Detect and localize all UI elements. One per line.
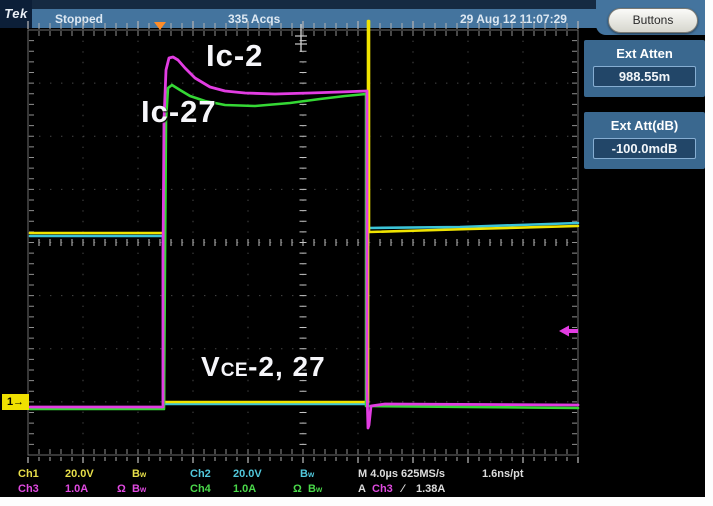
trigger-source: Ch3 [372, 483, 393, 495]
ch2-scale: 20.0V [233, 468, 262, 480]
ch3-ohm-badge: Ω [117, 483, 126, 495]
trigger-slope-icon: ∕ [402, 483, 404, 495]
resolution-readout: 1.6ns/pt [482, 468, 524, 480]
ch1-bw-badge: Bw [132, 468, 147, 480]
ch2-bw-badge: Bw [300, 468, 315, 480]
titlebar-top-strip [0, 0, 705, 9]
trace-vce-2-ch1 [28, 19, 580, 404]
tek-logo: Tek [0, 0, 32, 28]
ext-atten-panel: Ext Atten 988.55m [584, 40, 705, 97]
trigger-level: 1.38A [416, 483, 446, 495]
timebase-readout: M 4.0µs 625MS/s [358, 468, 446, 480]
ext-atten-value[interactable]: 988.55m [593, 66, 696, 87]
buttons-button[interactable]: Buttons [608, 8, 698, 33]
ch1-ground-marker[interactable]: 1→ [2, 394, 29, 410]
label-ic-2: Ic-2 [206, 38, 264, 73]
ch3-scale: 1.0A [65, 483, 89, 495]
trigger-level-arrow [569, 329, 578, 333]
ch2-label: Ch2 [190, 468, 211, 480]
datetime: 29 Aug 12 11:07:29 [460, 12, 567, 26]
trigger-mode: A [358, 483, 366, 495]
ch4-ohm-badge: Ω [293, 483, 302, 495]
acquisition-status: Stopped [55, 12, 103, 26]
ch1-scale: 20.0V [65, 468, 94, 480]
graticule-frame [27, 29, 579, 456]
ext-attdb-value[interactable]: -100.0mdB [593, 138, 696, 159]
ch1-label: Ch1 [18, 468, 39, 480]
ch4-label: Ch4 [190, 483, 211, 495]
trigger-level-arrow [559, 325, 569, 337]
acquisition-count: 335 Acqs [228, 12, 281, 26]
label-ic-27: Ic-27 [141, 94, 217, 129]
ch4-bw-badge: Bw [308, 483, 323, 495]
scope-screen: Tek Stopped 335 Acqs 29 Aug 12 11:07:29 … [0, 0, 705, 497]
ch4-scale: 1.0A [233, 483, 257, 495]
label-vce-2-27: VCE-2, 27 [201, 351, 326, 382]
ext-attdb-panel: Ext Att(dB) -100.0mdB [584, 112, 705, 169]
ext-attdb-label: Ext Att(dB) [610, 118, 679, 133]
ch3-label: Ch3 [18, 483, 39, 495]
ext-atten-label: Ext Atten [616, 46, 673, 61]
ch3-bw-badge: Bw [132, 483, 147, 495]
